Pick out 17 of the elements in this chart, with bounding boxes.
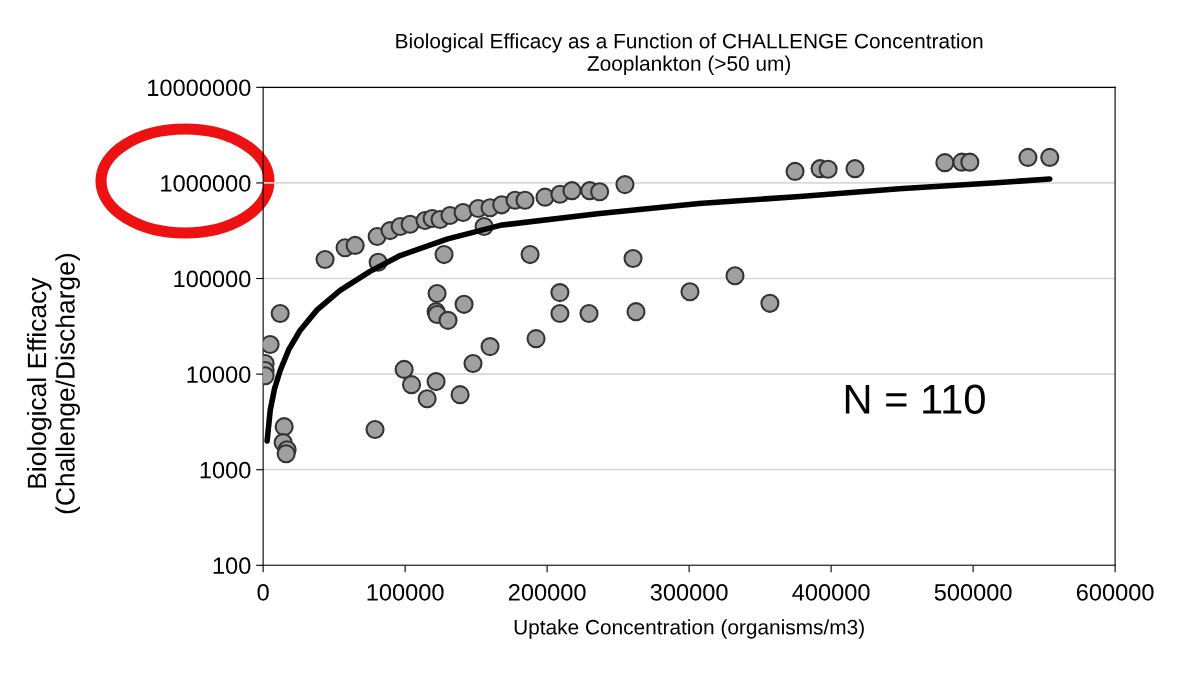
x-axis-title: Uptake Concentration (organisms/m3) bbox=[514, 619, 864, 639]
x-tick-label: 500000 bbox=[934, 583, 1012, 601]
x-tick-label: 200000 bbox=[508, 583, 586, 601]
y-tick-label: 1000000 bbox=[161, 174, 251, 192]
y-tick-label: 100 bbox=[213, 557, 251, 575]
y-axis-title: Biological Efficacy (Challenge/Discharge) bbox=[26, 254, 80, 514]
x-tick-label: 0 bbox=[257, 583, 269, 601]
y-tick-label: 100000 bbox=[174, 270, 251, 288]
x-tick-label: 600000 bbox=[1076, 583, 1154, 601]
x-tick-label: 400000 bbox=[792, 583, 870, 601]
annotation: N = 110 bbox=[845, 384, 985, 414]
y-tick-label: 10000 bbox=[187, 366, 251, 383]
x-tick-label: 100000 bbox=[367, 583, 444, 601]
y-tick-label: 10000000 bbox=[148, 79, 251, 97]
y-tick-label: 1000 bbox=[200, 461, 251, 479]
chart-title: Biological Efficacy as a Function of CHALLENGE Concentration Zooplankton (>50 um) bbox=[396, 33, 983, 75]
x-tick-label: 300000 bbox=[650, 583, 728, 601]
